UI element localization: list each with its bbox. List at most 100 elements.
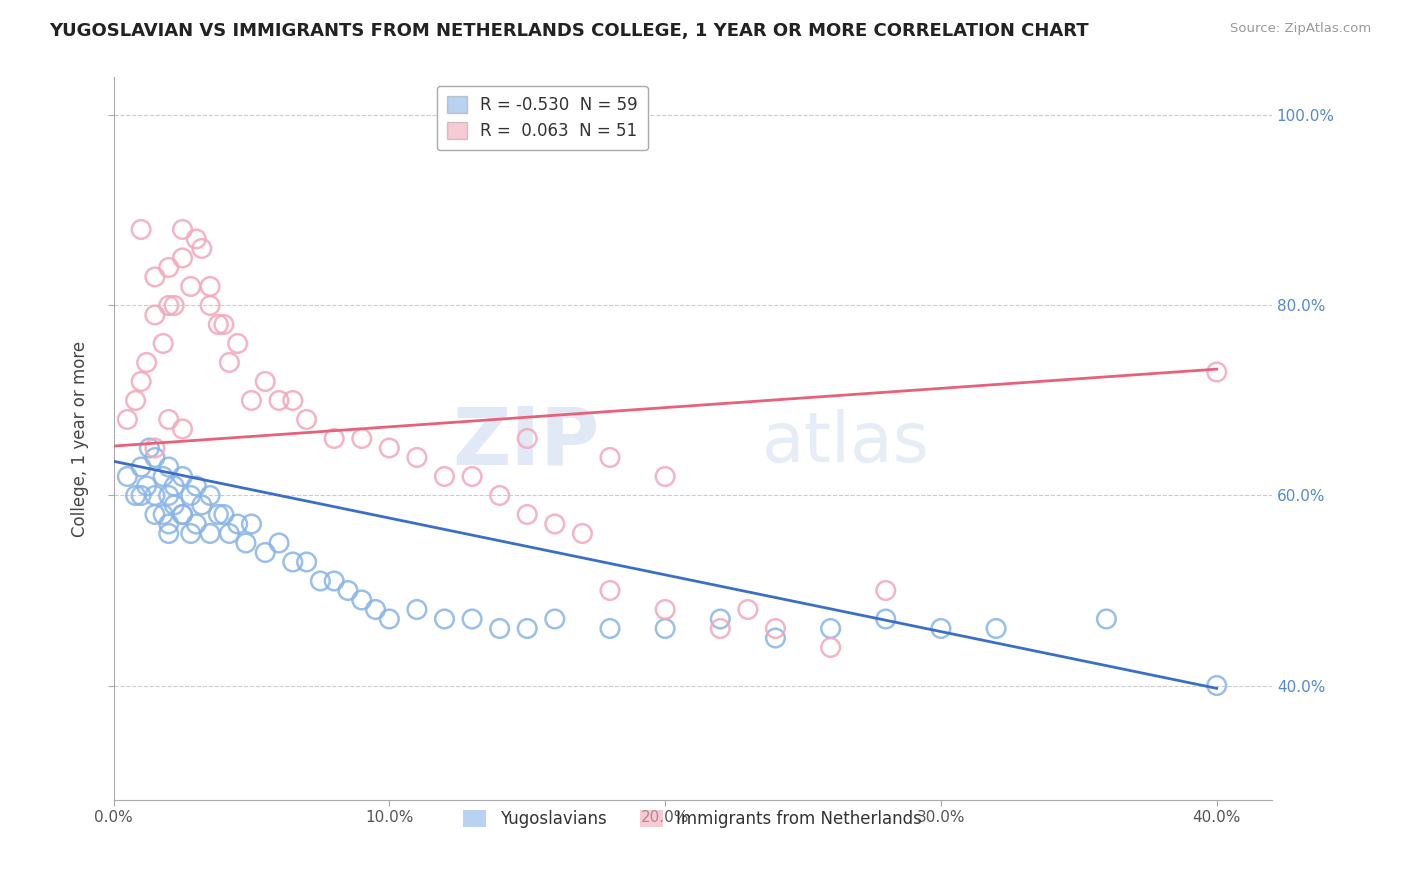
Point xyxy=(186,479,208,493)
Point xyxy=(1205,679,1227,693)
Point xyxy=(406,602,429,616)
Point xyxy=(267,536,290,550)
Point xyxy=(461,612,484,626)
Point xyxy=(172,469,194,483)
Point xyxy=(143,488,166,502)
Point xyxy=(207,318,229,332)
Point xyxy=(235,536,257,550)
Point xyxy=(198,279,221,293)
Point xyxy=(218,355,240,369)
Point xyxy=(172,422,194,436)
Point xyxy=(138,441,160,455)
Point xyxy=(654,469,676,483)
Point xyxy=(129,375,152,389)
Point xyxy=(765,631,787,645)
Point xyxy=(254,545,277,559)
Point xyxy=(281,555,304,569)
Point xyxy=(654,602,676,616)
Point xyxy=(875,583,897,598)
Text: Source: ZipAtlas.com: Source: ZipAtlas.com xyxy=(1230,22,1371,36)
Text: ZIP: ZIP xyxy=(453,403,600,481)
Point xyxy=(433,469,456,483)
Point xyxy=(350,593,373,607)
Point xyxy=(240,516,263,531)
Point xyxy=(488,488,510,502)
Point xyxy=(157,526,180,541)
Point xyxy=(406,450,429,465)
Point xyxy=(240,393,263,408)
Y-axis label: College, 1 year or more: College, 1 year or more xyxy=(72,341,89,537)
Text: YUGOSLAVIAN VS IMMIGRANTS FROM NETHERLANDS COLLEGE, 1 YEAR OR MORE CORRELATION C: YUGOSLAVIAN VS IMMIGRANTS FROM NETHERLAN… xyxy=(49,22,1088,40)
Point xyxy=(163,479,186,493)
Point xyxy=(117,412,139,426)
Point xyxy=(599,450,621,465)
Point xyxy=(226,336,249,351)
Point xyxy=(129,488,152,502)
Point xyxy=(544,612,567,626)
Point xyxy=(172,508,194,522)
Point xyxy=(198,488,221,502)
Point xyxy=(180,488,202,502)
Point xyxy=(488,622,510,636)
Point xyxy=(323,432,346,446)
Point xyxy=(163,298,186,312)
Point xyxy=(350,432,373,446)
Point xyxy=(218,526,240,541)
Point xyxy=(117,469,139,483)
Point xyxy=(984,622,1007,636)
Point xyxy=(186,516,208,531)
Point xyxy=(152,336,174,351)
Point xyxy=(198,526,221,541)
Point xyxy=(364,602,387,616)
Point xyxy=(929,622,952,636)
Point xyxy=(143,441,166,455)
Point xyxy=(281,393,304,408)
Point xyxy=(212,508,235,522)
Point xyxy=(516,622,538,636)
Point xyxy=(516,508,538,522)
Point xyxy=(461,469,484,483)
Point xyxy=(143,269,166,284)
Point xyxy=(186,232,208,246)
Point xyxy=(172,508,194,522)
Point xyxy=(129,222,152,236)
Point xyxy=(191,242,214,256)
Point xyxy=(152,508,174,522)
Point xyxy=(157,516,180,531)
Point xyxy=(737,602,759,616)
Point xyxy=(875,612,897,626)
Point xyxy=(1095,612,1118,626)
Point xyxy=(820,622,842,636)
Point xyxy=(599,622,621,636)
Point xyxy=(599,583,621,598)
Legend: Yugoslavians, Immigrants from Netherlands: Yugoslavians, Immigrants from Netherland… xyxy=(457,803,929,835)
Point xyxy=(124,393,146,408)
Point xyxy=(820,640,842,655)
Point xyxy=(180,279,202,293)
Point xyxy=(544,516,567,531)
Point xyxy=(157,260,180,275)
Point xyxy=(336,583,359,598)
Point xyxy=(709,622,731,636)
Point xyxy=(516,432,538,446)
Point xyxy=(143,450,166,465)
Point xyxy=(172,251,194,265)
Point xyxy=(212,318,235,332)
Point xyxy=(157,460,180,475)
Point xyxy=(323,574,346,588)
Point xyxy=(129,460,152,475)
Point xyxy=(709,612,731,626)
Point xyxy=(152,469,174,483)
Point xyxy=(135,355,157,369)
Point xyxy=(198,298,221,312)
Point xyxy=(654,622,676,636)
Point xyxy=(207,508,229,522)
Point xyxy=(571,526,593,541)
Point xyxy=(180,526,202,541)
Point xyxy=(172,222,194,236)
Point xyxy=(143,308,166,322)
Point xyxy=(1205,365,1227,379)
Point xyxy=(226,516,249,531)
Point xyxy=(309,574,332,588)
Point xyxy=(135,479,157,493)
